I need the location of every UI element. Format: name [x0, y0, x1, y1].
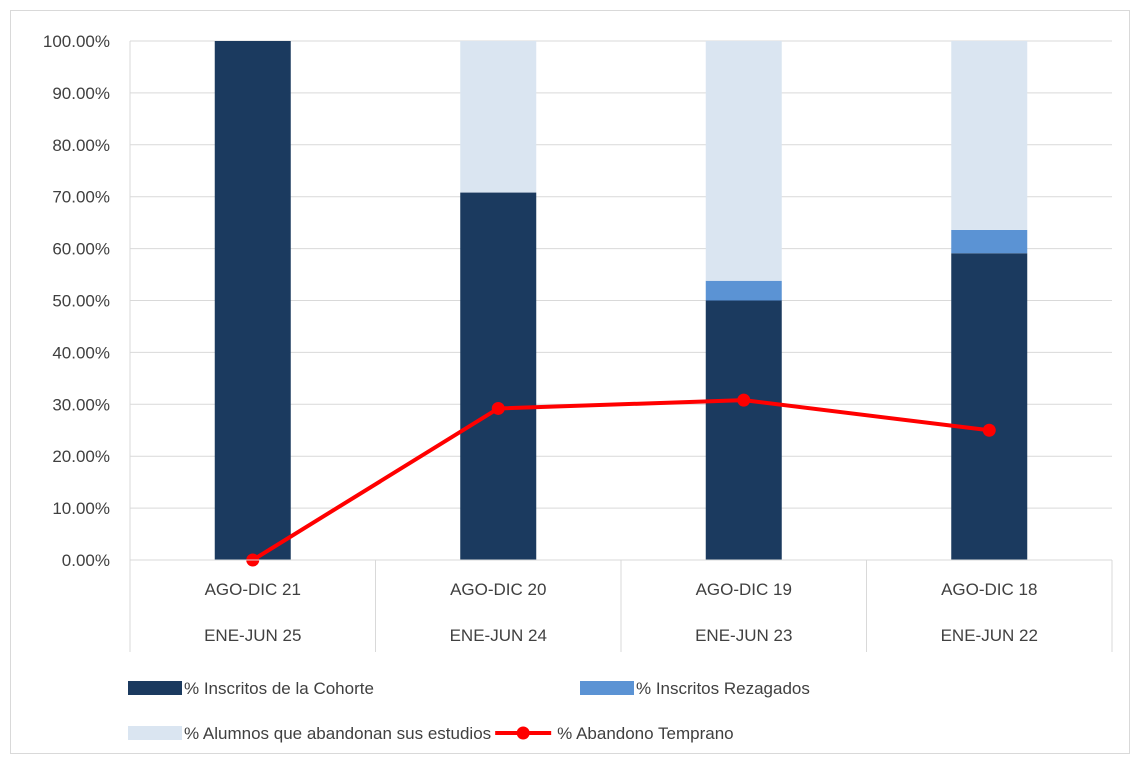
legend-label: % Alumnos que abandonan sus estudios — [184, 724, 491, 743]
axes: 0.00% 10.00% 20.00% 30.00% 40.00% 50.00% 60.00… — [43, 32, 1113, 652]
chart-container — [10, 10, 1130, 754]
bars — [214, 41, 1028, 560]
y-tick-label: 80.00% — [52, 136, 110, 155]
legend-label: % Inscritos de la Cohorte — [184, 679, 374, 698]
legend-label: % Abandono Temprano — [557, 724, 733, 743]
x-tick-label: AGO-DIC 19 — [696, 580, 792, 599]
y-tick-label: 70.00% — [52, 188, 110, 207]
bar-segment — [460, 41, 537, 193]
legend-swatch — [128, 681, 182, 695]
bar-segment — [951, 253, 1028, 560]
y-tick-label: 0.00% — [62, 551, 110, 570]
y-tick-label: 20.00% — [52, 447, 110, 466]
bar-segment — [705, 300, 782, 560]
line-path — [251, 398, 990, 562]
y-tick-label: 60.00% — [52, 240, 110, 259]
legend-swatch — [128, 726, 182, 740]
y-tick-label: 100.00% — [43, 32, 110, 51]
gridlines — [130, 40, 1112, 509]
x-tick-label: ENE-JUN 25 — [204, 626, 301, 645]
y-tick-label: 90.00% — [52, 84, 110, 103]
bar-segment — [705, 280, 782, 301]
line-marker — [737, 393, 751, 407]
y-tick-label: 40.00% — [52, 343, 110, 362]
legend-swatch — [580, 681, 634, 695]
x-tick-label: AGO-DIC 20 — [450, 580, 546, 599]
x-tick-label: AGO-DIC 21 — [205, 580, 301, 599]
bar-segment — [951, 229, 1028, 254]
x-tick-label: AGO-DIC 18 — [941, 580, 1037, 599]
x-tick-label: ENE-JUN 23 — [695, 626, 792, 645]
bar-segment — [705, 41, 782, 281]
bar-segment — [951, 41, 1028, 230]
bar-segment — [214, 41, 291, 560]
line-marker — [491, 401, 505, 415]
bar-segment — [460, 192, 537, 560]
line-marker — [982, 423, 996, 437]
legend: % Inscritos de la Cohorte % Inscritos Rez… — [128, 679, 810, 743]
legend-marker — [516, 726, 530, 740]
y-tick-label: 30.00% — [52, 395, 110, 414]
x-tick-label: ENE-JUN 22 — [941, 626, 1038, 645]
line-series — [246, 393, 996, 567]
x-tick-label: ENE-JUN 24 — [450, 626, 547, 645]
y-tick-label: 50.00% — [52, 292, 110, 311]
y-tick-label: 10.00% — [52, 499, 110, 518]
legend-label: % Inscritos Rezagados — [636, 679, 810, 698]
